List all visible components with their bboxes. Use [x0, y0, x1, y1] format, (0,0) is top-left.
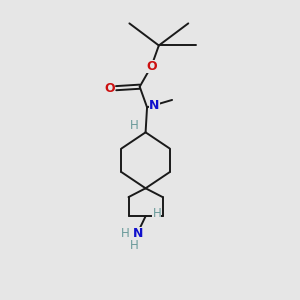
Text: H: H [152, 207, 161, 220]
Text: H: H [130, 119, 139, 132]
Text: O: O [146, 60, 157, 73]
Text: N: N [149, 99, 160, 112]
Text: N: N [133, 227, 143, 240]
Text: H: H [129, 239, 138, 252]
Text: H: H [121, 226, 130, 239]
Text: O: O [104, 82, 115, 95]
